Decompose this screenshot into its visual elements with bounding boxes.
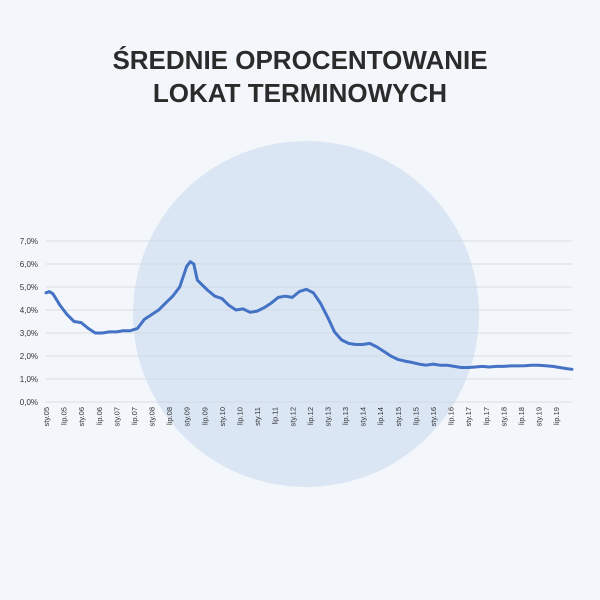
x-tick-label: sty.15 (394, 407, 403, 426)
x-tick-label: lip.09 (200, 407, 209, 425)
x-tick-label: lip.13 (341, 407, 350, 425)
x-tick-label: lip.08 (165, 407, 174, 425)
x-tick-label: lip.16 (447, 407, 456, 425)
y-tick-label: 7,0% (20, 237, 38, 246)
y-tick-label: 6,0% (20, 260, 38, 269)
x-tick-label: lip.07 (130, 407, 139, 425)
x-tick-label: sty.08 (148, 407, 157, 426)
x-tick-label: sty.16 (429, 407, 438, 426)
x-tick-label: sty.17 (464, 407, 473, 426)
x-tick-label: lip.06 (95, 407, 104, 425)
y-tick-label: 1,0% (20, 375, 38, 384)
x-tick-label: lip.05 (60, 407, 69, 425)
x-tick-label: sty.05 (42, 407, 51, 426)
x-tick-label: sty.12 (288, 407, 297, 426)
title-line-2: LOKAT TERMINOWYCH (152, 78, 448, 108)
y-tick-label: 3,0% (20, 329, 38, 338)
x-tick-label: lip.11 (271, 407, 280, 424)
x-tick-label: sty.19 (535, 407, 544, 426)
title-line-1: ŚREDNIE OPROCENTOWANIE (112, 45, 488, 75)
x-tick-label: sty.14 (359, 407, 368, 426)
x-tick-label: sty.11 (253, 407, 262, 426)
x-tick-label: sty.09 (183, 407, 192, 426)
x-tick-label: sty.18 (499, 407, 508, 426)
y-tick-label: 0,0% (20, 398, 38, 407)
x-tick-label: sty.10 (218, 407, 227, 426)
background-circle (133, 141, 479, 487)
y-tick-label: 2,0% (20, 352, 38, 361)
x-tick-label: lip.15 (411, 407, 420, 425)
x-tick-label: lip.18 (517, 407, 526, 425)
y-tick-label: 4,0% (20, 306, 38, 315)
x-tick-label: sty.13 (323, 407, 332, 426)
x-tick-label: lip.12 (306, 407, 315, 425)
series-line (44, 260, 574, 371)
chart-title: ŚREDNIE OPROCENTOWANIE LOKAT TERMINOWYCH (0, 44, 600, 110)
x-tick-label: lip.10 (236, 407, 245, 425)
x-tick-label: sty.06 (77, 407, 86, 426)
y-tick-label: 5,0% (20, 283, 38, 292)
x-tick-label: lip.17 (482, 407, 491, 425)
x-tick-label: sty.07 (112, 407, 121, 426)
x-tick-label: lip.19 (552, 407, 561, 425)
x-tick-label: lip.14 (376, 407, 385, 425)
